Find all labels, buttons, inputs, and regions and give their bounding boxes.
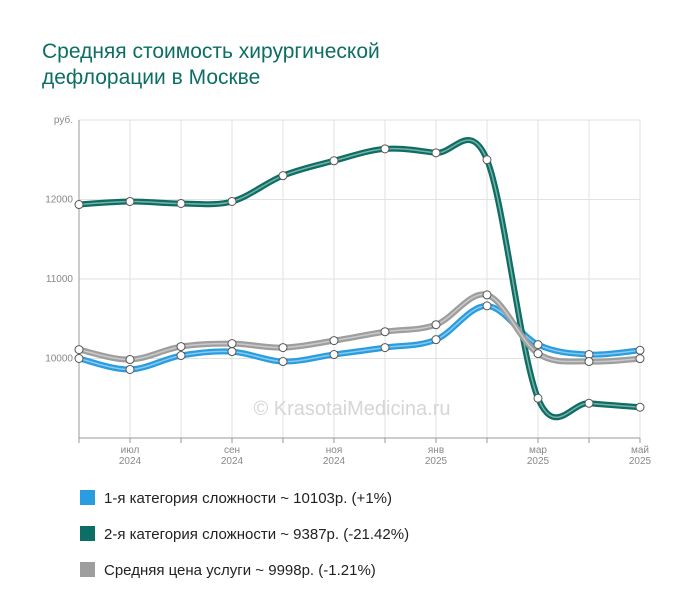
legend-swatch [80, 526, 95, 541]
data-point [635, 354, 645, 364]
data-point [176, 351, 186, 361]
data-point [380, 327, 390, 337]
data-point [584, 398, 594, 408]
data-point [533, 340, 543, 350]
data-point [227, 339, 237, 349]
data-point [533, 349, 543, 359]
data-point [74, 345, 84, 355]
data-point [584, 357, 594, 367]
x-tick-label-line: 2025 [527, 456, 550, 467]
data-point [227, 347, 237, 357]
legend-label: 2-я категория сложности ~ 9387р. (-21.42… [104, 526, 409, 543]
data-point [227, 196, 237, 206]
chart-title: Средняя стоимость хирургической [42, 40, 380, 63]
data-point [74, 200, 84, 210]
x-tick-label-line: сен [224, 445, 240, 456]
x-tick-label-line: июл [121, 445, 140, 456]
data-point [329, 336, 339, 346]
data-point [278, 171, 288, 181]
x-tick-label-line: 2025 [425, 456, 448, 467]
data-point [635, 345, 645, 355]
data-point [431, 148, 441, 158]
legend-label: 1-я категория сложности ~ 10103р. (+1%) [104, 490, 392, 507]
x-tick-label: сен 2024 [221, 445, 244, 467]
data-point [482, 155, 492, 165]
x-tick-label: май 2025 [629, 445, 652, 467]
data-point [533, 393, 543, 403]
data-point [431, 320, 441, 330]
legend-label: Средняя цена услуги ~ 9998р. (-1.21%) [104, 562, 376, 579]
data-point [635, 402, 645, 412]
data-point [380, 144, 390, 154]
x-tick-label-line: ноя [326, 445, 343, 456]
y-tick-label: 10000 [45, 354, 73, 365]
watermark: © KrasotaiMedicina.ru [253, 398, 450, 420]
data-point [431, 335, 441, 345]
data-point [176, 198, 186, 208]
data-point [482, 301, 492, 311]
legend-swatch [80, 562, 95, 577]
x-tick-label-line: янв [428, 445, 444, 456]
x-tick-label: ноя 2024 [323, 445, 346, 467]
x-tick-label-line: 2025 [629, 456, 652, 467]
chart-title: дефлорации в Москве [42, 66, 260, 89]
x-tick-label-line: 2024 [323, 456, 346, 467]
data-point [482, 290, 492, 300]
x-tick-label: июл 2024 [119, 445, 142, 467]
data-point [74, 354, 84, 363]
y-tick-label: 12000 [45, 195, 73, 206]
data-point [125, 355, 135, 365]
x-tick-label: мар 2025 [527, 445, 550, 467]
data-point [380, 343, 390, 353]
data-point [176, 342, 186, 352]
data-point [125, 196, 135, 206]
data-point [278, 343, 288, 353]
legend-swatch [80, 490, 95, 505]
x-tick-label-line: мар [529, 445, 547, 456]
y-tick-label: 11000 [46, 274, 74, 285]
data-point [329, 156, 339, 166]
data-point [329, 350, 339, 360]
y-tick-label: руб. [54, 114, 73, 126]
x-tick-label: янв 2025 [425, 445, 448, 467]
x-tick-label-line: 2024 [221, 456, 244, 467]
data-point [278, 357, 288, 367]
data-point [125, 364, 135, 374]
x-tick-label-line: май [631, 445, 649, 456]
x-tick-label-line: 2024 [119, 456, 142, 467]
